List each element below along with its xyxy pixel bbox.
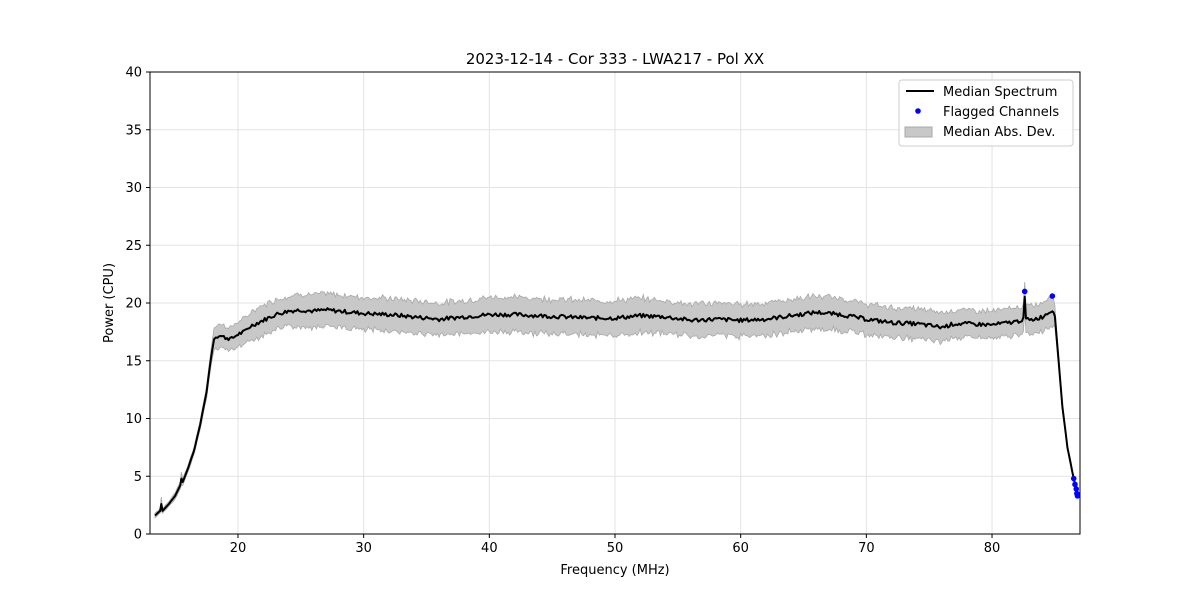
mad-band — [154, 281, 1078, 519]
x-tick-label: 70 — [858, 541, 875, 556]
x-tick-label: 30 — [355, 541, 372, 556]
y-tick-label: 15 — [125, 354, 142, 369]
y-tick-label: 20 — [125, 297, 142, 312]
y-tick-label: 35 — [125, 123, 142, 138]
y-tick-label: 40 — [125, 66, 142, 81]
axis-ticks: 20 30 40 50 60 70 80 0 5 10 15 20 25 30 35 40 — [125, 66, 1000, 557]
y-tick-label: 0 — [134, 528, 142, 543]
flagged-channel-point — [1021, 288, 1028, 295]
flagged-channel-point — [1070, 475, 1077, 482]
legend-dot-swatch — [915, 108, 921, 114]
flagged-channel-point — [1049, 293, 1056, 299]
legend: Median Spectrum Flagged Channels Median … — [898, 79, 1074, 147]
x-tick-label: 40 — [481, 541, 498, 556]
legend-band-swatch — [904, 126, 933, 138]
legend-flagged-channels: Flagged Channels — [943, 105, 1059, 120]
flagged-channel-point — [1073, 486, 1080, 492]
y-tick-label: 5 — [134, 470, 142, 485]
x-tick-label: 20 — [230, 541, 247, 556]
x-tick-label: 50 — [607, 541, 624, 556]
flagged-channel-point — [1072, 481, 1078, 488]
chart-title: 2023-12-14 - Cor 333 - LWA217 - Pol XX — [466, 50, 764, 68]
x-tick-label: 80 — [984, 541, 1001, 556]
y-tick-label: 25 — [125, 239, 142, 254]
y-tick-label: 10 — [125, 412, 142, 427]
legend-box — [898, 79, 1074, 147]
legend-median-abs-dev: Median Abs. Dev. — [943, 125, 1055, 140]
y-tick-label: 30 — [125, 181, 142, 196]
x-axis-label: Frequency (MHz) — [560, 563, 669, 578]
y-axis-label: Power (CPU) — [102, 263, 117, 343]
legend-median-spectrum: Median Spectrum — [943, 85, 1057, 100]
flagged-channels — [1021, 288, 1081, 499]
x-tick-label: 60 — [732, 541, 749, 556]
median-spectrum-line — [154, 295, 1079, 517]
flagged-channel-point — [1074, 493, 1081, 499]
